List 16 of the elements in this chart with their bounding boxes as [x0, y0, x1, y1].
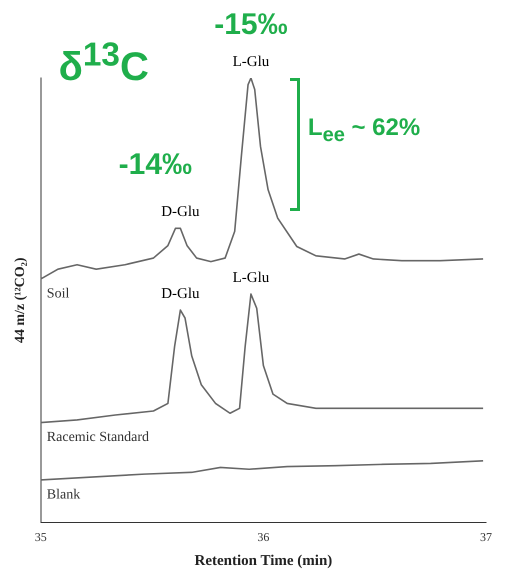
annotation: L$_{ee}$ ~ 62%: [308, 114, 420, 146]
series-label: Blank: [46, 488, 80, 503]
text: -15‰: [214, 8, 288, 41]
annotation: -14‰: [118, 148, 192, 182]
series-label: Soil: [46, 286, 70, 302]
x-tick-label: 36: [257, 530, 270, 544]
x-tick-label: 35: [34, 530, 47, 544]
annotation: D-Glu: [161, 286, 200, 302]
annotation: δ$^{13}$C: [58, 36, 149, 89]
annotation: D-Glu: [161, 204, 200, 220]
text: L-Glu: [232, 54, 270, 70]
series-label: Racemic Standard: [46, 430, 150, 446]
y-axis-title: 44 m/z (¹²CO₂): [13, 257, 28, 344]
annotation: L-Glu: [232, 270, 270, 286]
x-tick-label: 37: [480, 530, 492, 544]
x-axis-title: Retention Time (min): [194, 552, 332, 569]
